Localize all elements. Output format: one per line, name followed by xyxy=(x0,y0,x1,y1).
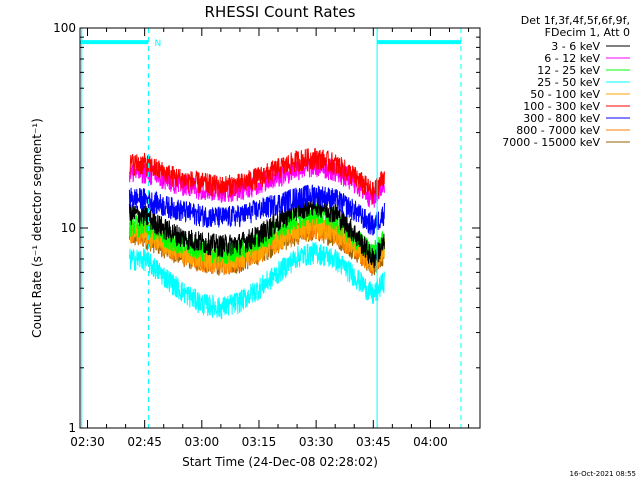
series-line xyxy=(128,241,385,320)
legend-entry: 3 - 6 keV xyxy=(551,40,600,53)
legend-entry: 50 - 100 keV xyxy=(530,88,600,101)
x-tick-label: 03:00 xyxy=(185,435,220,449)
x-axis-label: Start Time (24-Dec-08 02:28:02) xyxy=(182,455,378,469)
legend-entry: 7000 - 15000 keV xyxy=(502,136,600,149)
chart-title: RHESSI Count Rates xyxy=(205,3,356,21)
legend-header: FDecim 1, Att 0 xyxy=(545,26,630,39)
legend-entry: 6 - 12 keV xyxy=(544,52,600,65)
attenuator-label: N xyxy=(154,39,161,49)
x-tick-label: 02:45 xyxy=(127,435,162,449)
legend-entry: 100 - 300 keV xyxy=(523,100,600,113)
x-tick-label: 03:45 xyxy=(356,435,391,449)
marker-layer: N xyxy=(80,28,462,428)
legend-entry: 800 - 7000 keV xyxy=(516,124,600,137)
legend: Det 1f,3f,4f,5f,6f,9f,FDecim 1, Att 03 -… xyxy=(502,14,630,149)
series-line xyxy=(128,184,385,236)
y-axis-label: Count Rate (s⁻¹ detector segment⁻¹) xyxy=(30,118,44,338)
x-tick-label: 04:00 xyxy=(413,435,448,449)
series-line xyxy=(128,148,385,204)
x-tick-label: 03:15 xyxy=(242,435,277,449)
y-tick-label: 1 xyxy=(68,421,76,435)
legend-entry: 25 - 50 keV xyxy=(537,76,600,89)
y-tick-label: 10 xyxy=(61,221,76,235)
axis-layer: 02:30 02:45 03:00 03:15 03:30 03:45 04:00 1 10 10… xyxy=(53,21,480,449)
data-layer xyxy=(128,148,385,320)
legend-entry: 300 - 800 keV xyxy=(523,112,600,125)
x-tick-label: 03:30 xyxy=(299,435,334,449)
legend-entry: 12 - 25 keV xyxy=(537,64,600,77)
footer-timestamp: 16-Oct-2021 08:55 xyxy=(570,470,636,478)
y-tick-label: 100 xyxy=(53,21,76,35)
legend-header: Det 1f,3f,4f,5f,6f,9f, xyxy=(521,14,630,27)
x-tick-label: 02:30 xyxy=(70,435,105,449)
